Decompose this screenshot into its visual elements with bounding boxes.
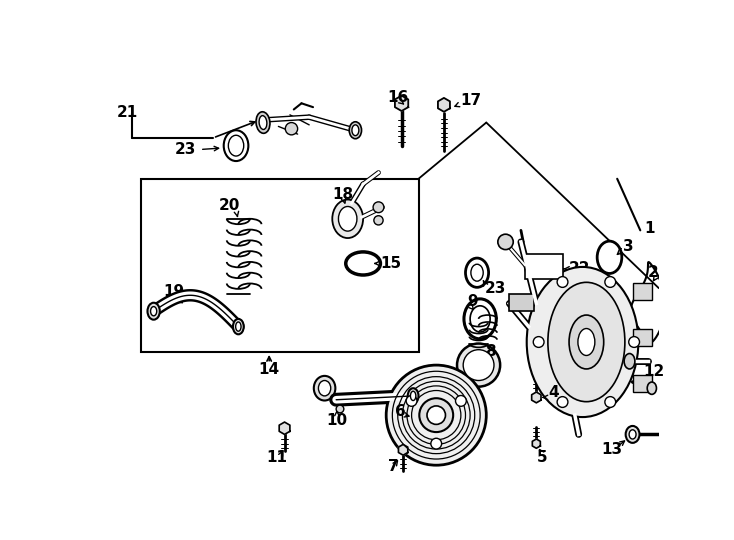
Ellipse shape [470, 306, 490, 332]
Circle shape [427, 406, 446, 424]
Circle shape [463, 350, 494, 381]
Ellipse shape [148, 303, 160, 320]
Text: 16: 16 [388, 90, 409, 105]
Circle shape [374, 215, 383, 225]
Circle shape [534, 336, 544, 347]
Text: 4: 4 [548, 384, 559, 400]
Ellipse shape [256, 112, 270, 133]
Ellipse shape [471, 264, 483, 281]
Ellipse shape [333, 200, 363, 238]
Polygon shape [532, 439, 540, 448]
Text: 13: 13 [602, 442, 623, 457]
Ellipse shape [224, 130, 248, 161]
Text: 7: 7 [388, 459, 399, 474]
Circle shape [419, 398, 453, 432]
Ellipse shape [408, 388, 418, 403]
Circle shape [557, 396, 568, 407]
Ellipse shape [465, 258, 489, 287]
Circle shape [431, 438, 442, 449]
Ellipse shape [464, 299, 496, 339]
Ellipse shape [233, 319, 244, 334]
Text: 14: 14 [258, 362, 280, 377]
Circle shape [456, 395, 466, 406]
Bar [633, 375, 652, 392]
Text: 5: 5 [537, 450, 547, 465]
Ellipse shape [410, 392, 416, 401]
Circle shape [336, 405, 344, 413]
Bar [509, 294, 534, 311]
Ellipse shape [236, 322, 241, 331]
Bar [525, 254, 563, 279]
Circle shape [498, 234, 513, 249]
Text: 23: 23 [175, 142, 196, 157]
Text: 20: 20 [219, 198, 241, 213]
Ellipse shape [228, 135, 244, 156]
Circle shape [557, 276, 568, 287]
Circle shape [605, 276, 616, 287]
Polygon shape [279, 422, 290, 434]
Text: 17: 17 [460, 93, 482, 107]
Ellipse shape [597, 241, 622, 273]
Circle shape [386, 365, 487, 465]
Text: 2: 2 [648, 265, 658, 280]
Text: 6: 6 [396, 404, 406, 419]
Text: 19: 19 [163, 285, 184, 300]
Ellipse shape [625, 426, 639, 443]
Polygon shape [531, 392, 541, 403]
Text: 22: 22 [569, 261, 590, 276]
Ellipse shape [319, 381, 331, 396]
Ellipse shape [346, 252, 380, 275]
Circle shape [406, 395, 417, 406]
Ellipse shape [349, 122, 362, 139]
Ellipse shape [338, 206, 357, 231]
Text: 11: 11 [266, 450, 287, 465]
Ellipse shape [150, 307, 157, 316]
Ellipse shape [259, 116, 267, 130]
Ellipse shape [629, 430, 636, 439]
Text: 12: 12 [644, 364, 664, 379]
Ellipse shape [548, 282, 625, 402]
Text: 3: 3 [623, 239, 634, 254]
Text: 23: 23 [484, 281, 506, 295]
Ellipse shape [569, 315, 603, 369]
Text: 9: 9 [467, 294, 478, 309]
Ellipse shape [647, 382, 656, 394]
Text: 1: 1 [644, 220, 655, 235]
Circle shape [629, 336, 639, 347]
Circle shape [373, 202, 384, 213]
Polygon shape [399, 444, 408, 455]
Ellipse shape [624, 354, 635, 369]
Polygon shape [395, 96, 408, 111]
Circle shape [605, 396, 616, 407]
Ellipse shape [578, 328, 595, 355]
Ellipse shape [314, 376, 335, 401]
Text: 10: 10 [327, 413, 347, 428]
Text: 18: 18 [333, 187, 353, 201]
Circle shape [457, 343, 500, 387]
Bar [142, 179, 418, 352]
Text: 8: 8 [484, 344, 495, 359]
Polygon shape [438, 98, 450, 112]
Circle shape [286, 123, 297, 135]
Bar [633, 329, 652, 346]
Ellipse shape [527, 267, 639, 417]
Text: 15: 15 [380, 256, 401, 271]
Ellipse shape [352, 125, 359, 136]
Bar [633, 283, 652, 300]
Text: 21: 21 [117, 105, 138, 120]
